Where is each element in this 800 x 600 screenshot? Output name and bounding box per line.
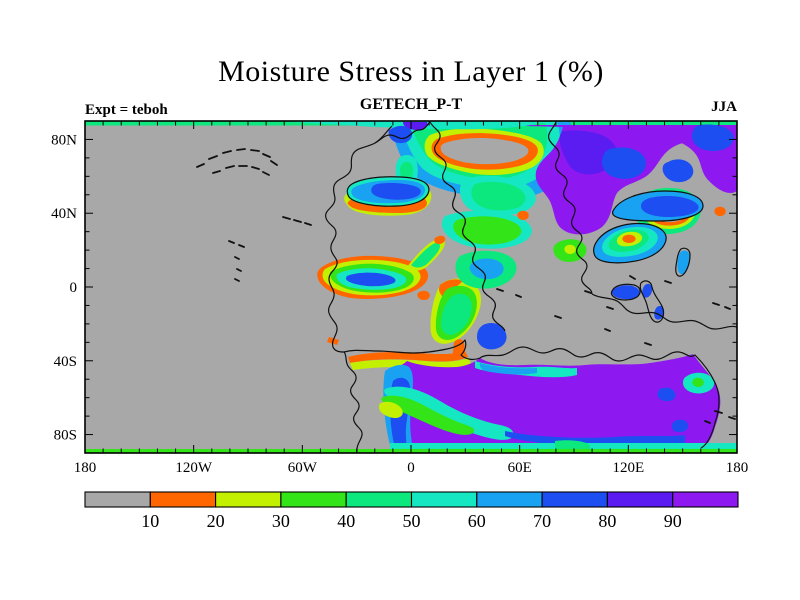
region-south-ribbon-orange [348,351,468,363]
colorbar-label: 30 [272,511,290,531]
colorbar-label: 90 [664,511,682,531]
colorbar-bin-80-90 [606,491,674,508]
region-eq-orange-dot [417,290,430,300]
colorbar-bin-10-20 [149,491,217,508]
coastline-island1-outline [612,190,704,222]
region-nw-blueviolet-dab [403,122,428,130]
coastline-lake-outline [346,176,430,207]
x-axis-tick-label: 60E [508,460,532,476]
colorbar-label: 60 [468,511,486,531]
colorbar-bin-30-40 [280,491,347,508]
x-axis-tick-label: 0 [407,460,415,476]
region-se-springgreen [441,293,472,335]
colorbar-bin-70-80 [541,491,608,508]
region-polar-violet [455,125,737,235]
region-polar-sub-green [471,181,526,211]
x-axis-tick-label: 120W [175,460,213,476]
y-axis-tick-label: 80S [54,428,77,444]
colorbar-bin-<10 [84,491,151,508]
region-hook-green [411,242,440,268]
coastline-island2-outline [593,222,667,264]
experiment-label: Expt = teboh [85,102,168,118]
island-dash-chains [196,148,736,424]
region-south-diag-turquoise [384,386,514,440]
region-inland-orange-dot [517,210,529,220]
colorbar-label: 80 [598,511,616,531]
region-south-east-green-dot [692,377,704,387]
colorbar-bin-20-30 [215,491,282,508]
coastline-sliverB-outline [639,280,665,323]
coastline-tethys-north-coast [591,293,737,330]
colorbar-label: 50 [403,511,421,531]
region-island2-orange [622,234,636,243]
region-hook-orange-tip [434,235,446,244]
region-south-ncoast-skyblue [479,363,537,375]
y-axis-tick-label: 80N [51,132,77,148]
x-axis-tick-label: 120E [612,460,644,476]
region-sliverB-blue-a [642,283,653,298]
region-south-chartreuse-dab [379,401,403,418]
region-tethys-lake-blue [612,285,640,300]
region-polar-blue-b [691,124,734,151]
region-se-blue-blob [477,323,507,350]
region-lake-blue-core [371,183,421,200]
coastline-south-coast-west [343,339,481,361]
region-south-blue-dab-a [657,387,676,402]
colorbar-bin-40-50 [345,491,413,508]
coastline-laurasia-east-coast [429,121,506,332]
x-axis-tick-label: 60W [288,460,318,476]
region-polar-gray-core [440,138,529,165]
map-frame [84,120,738,454]
region-inland-green [453,216,522,245]
region-eq-blue-core [346,272,396,287]
coastline-north-coast [374,121,431,144]
region-inland-skyblue-dab [469,258,504,280]
season-label: JJA [711,99,737,115]
colorbar-bin->90 [672,491,739,508]
coastline-tethys-south-coast [479,346,720,449]
y-axis-tick-label: 40N [51,206,77,222]
colorbar-bin-60-70 [476,491,543,508]
region-east-dab-yellow [564,244,576,254]
x-axis-tick-label: 180 [74,460,97,476]
y-axis-tick-label: 0 [70,280,78,296]
region-polar-blue-c [662,159,694,183]
y-axis-tick-label: 40S [54,354,77,370]
plot-title: Moisture Stress in Layer 1 (%) [218,55,604,88]
coastline-sliverA-outline [675,247,691,277]
coastline-west-coast [325,125,393,453]
coastline-ne-coast [548,121,593,295]
colorbar-bin-50-60 [410,491,478,508]
colorbar-label: 10 [141,511,159,531]
region-island1-blue [641,195,699,217]
map-area [85,121,737,453]
coastline-tethys-lake-outline [610,283,641,301]
colorbar-label: 40 [337,511,355,531]
colorbar-label: 20 [207,511,225,531]
region-south-diag-green [381,395,475,435]
region-bottom-springgreen-dab [555,440,590,449]
x-axis-tick-label: 180 [726,460,749,476]
region-south-bottom-blue [505,431,685,447]
region-south-blue-dab-b [671,419,689,433]
region-polar-blue-a [601,147,646,179]
colorbar-label: 70 [533,511,551,531]
region-nw-blue-dab [388,125,413,144]
region-ring2-orange-dot [714,206,726,216]
plot-subtitle: GETECH_P-T [359,96,463,113]
